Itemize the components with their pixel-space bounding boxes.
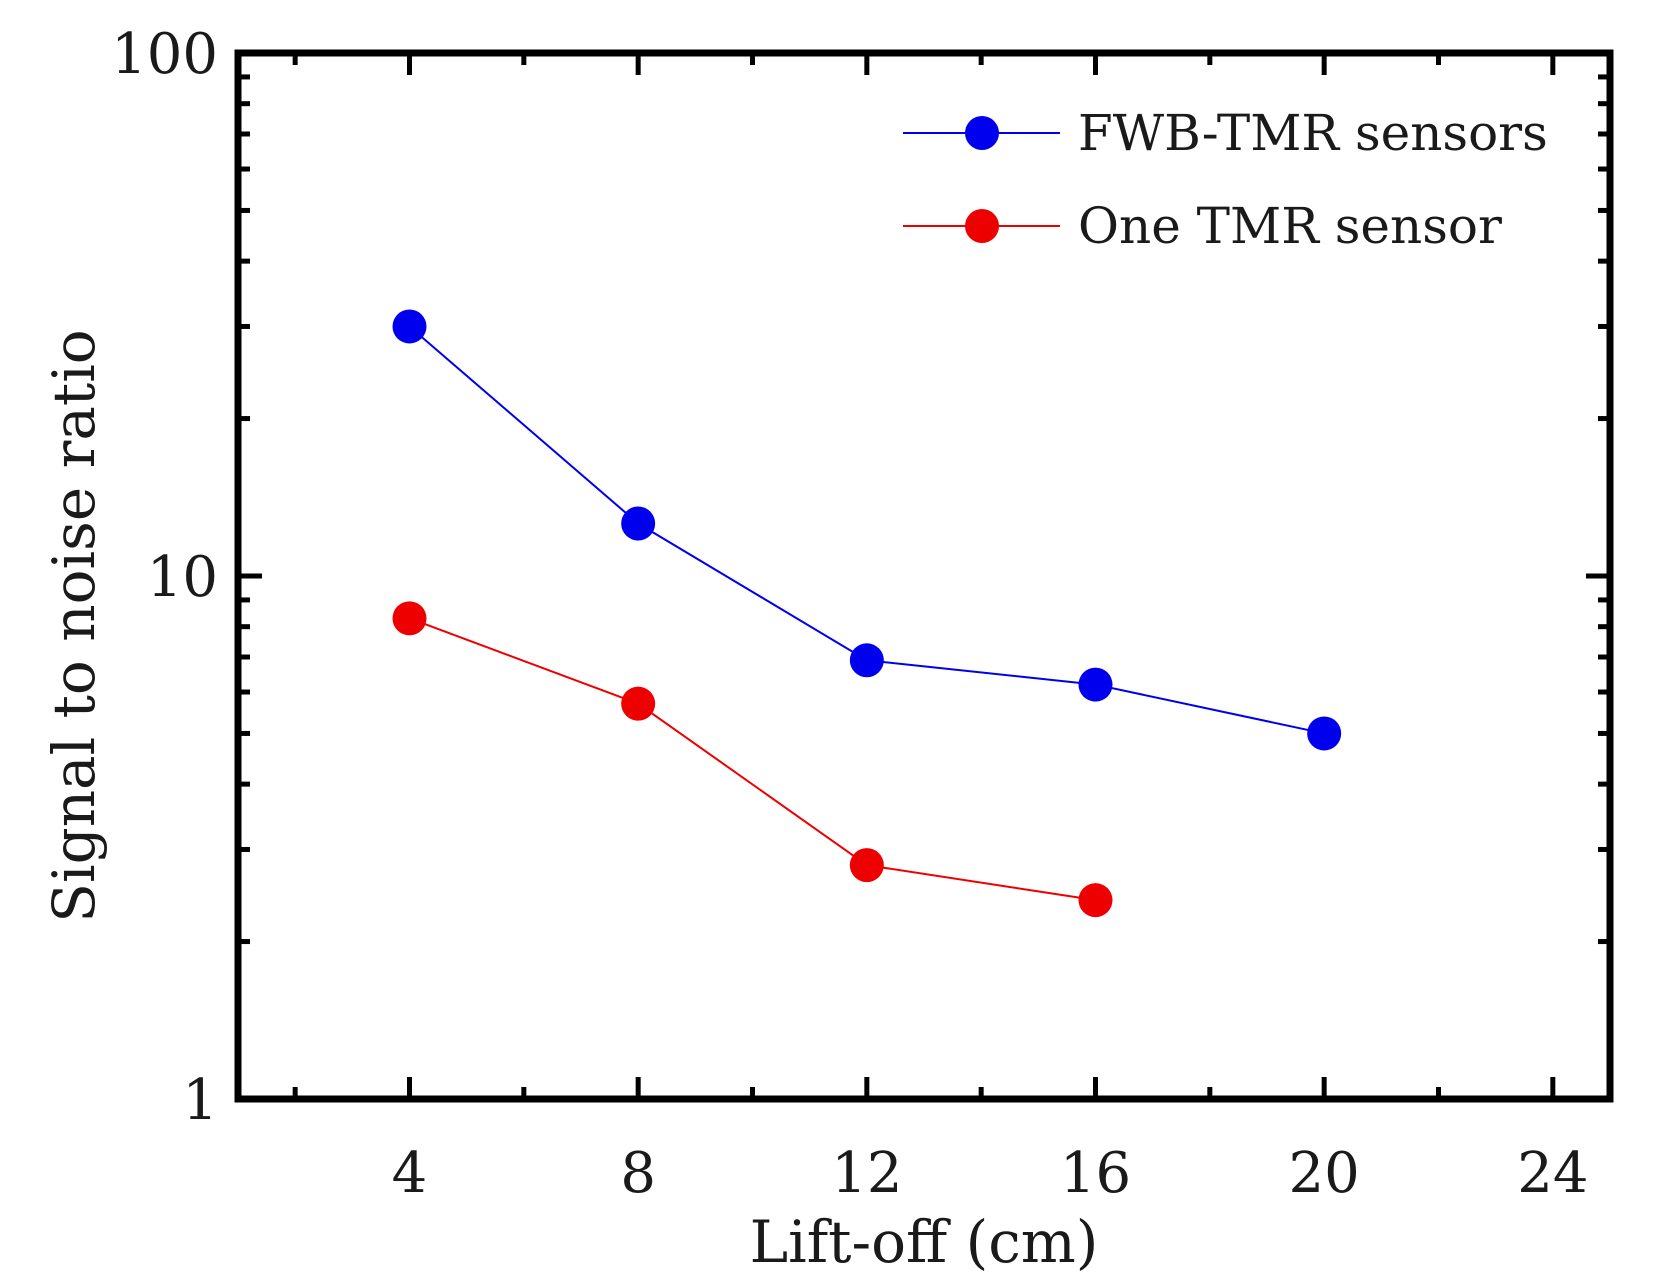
legend-marker-one-tmr-sensor: [965, 209, 999, 243]
x-tick-label: 24: [1517, 1141, 1588, 1206]
series-line-one-tmr-sensor: [409, 617, 1096, 902]
y-tick-label: 10: [147, 545, 218, 610]
x-tick-label: 12: [831, 1141, 902, 1206]
data-point-one-tmr-sensor: [849, 848, 884, 883]
y-axis-title: Signal to noise ratio: [40, 329, 108, 922]
data-point-fwb-tmr-sensors: [1307, 716, 1342, 751]
data-point-one-tmr-sensor: [1078, 883, 1113, 918]
legend-marker-fwb-tmr-sensors: [965, 116, 999, 150]
x-tick-label: 4: [392, 1141, 428, 1206]
legend: FWB-TMR sensors One TMR sensor: [903, 104, 1548, 255]
y-tick-label: 1: [182, 1068, 218, 1133]
x-tick-label: 20: [1289, 1141, 1360, 1206]
data-point-one-tmr-sensor: [392, 601, 427, 636]
x-tick-label: 16: [1060, 1141, 1131, 1206]
legend-label-fwb-tmr-sensors: FWB-TMR sensors: [1078, 104, 1548, 162]
y-tick-label: 100: [111, 22, 218, 87]
tick-labels: 4 8 12 16 20 24 1 10 100: [111, 22, 1588, 1206]
data-point-fwb-tmr-sensors: [392, 309, 427, 344]
data-point-fwb-tmr-sensors: [849, 643, 884, 678]
data-point-fwb-tmr-sensors: [1078, 667, 1113, 702]
plot-frame: [234, 49, 1614, 1103]
x-tick-label: 8: [620, 1141, 656, 1206]
legend-label-one-tmr-sensor: One TMR sensor: [1078, 197, 1502, 255]
series-layer: [392, 309, 1342, 918]
data-point-one-tmr-sensor: [621, 686, 656, 721]
x-axis-title: Lift-off (cm): [750, 1208, 1099, 1276]
data-point-fwb-tmr-sensors: [621, 506, 656, 541]
